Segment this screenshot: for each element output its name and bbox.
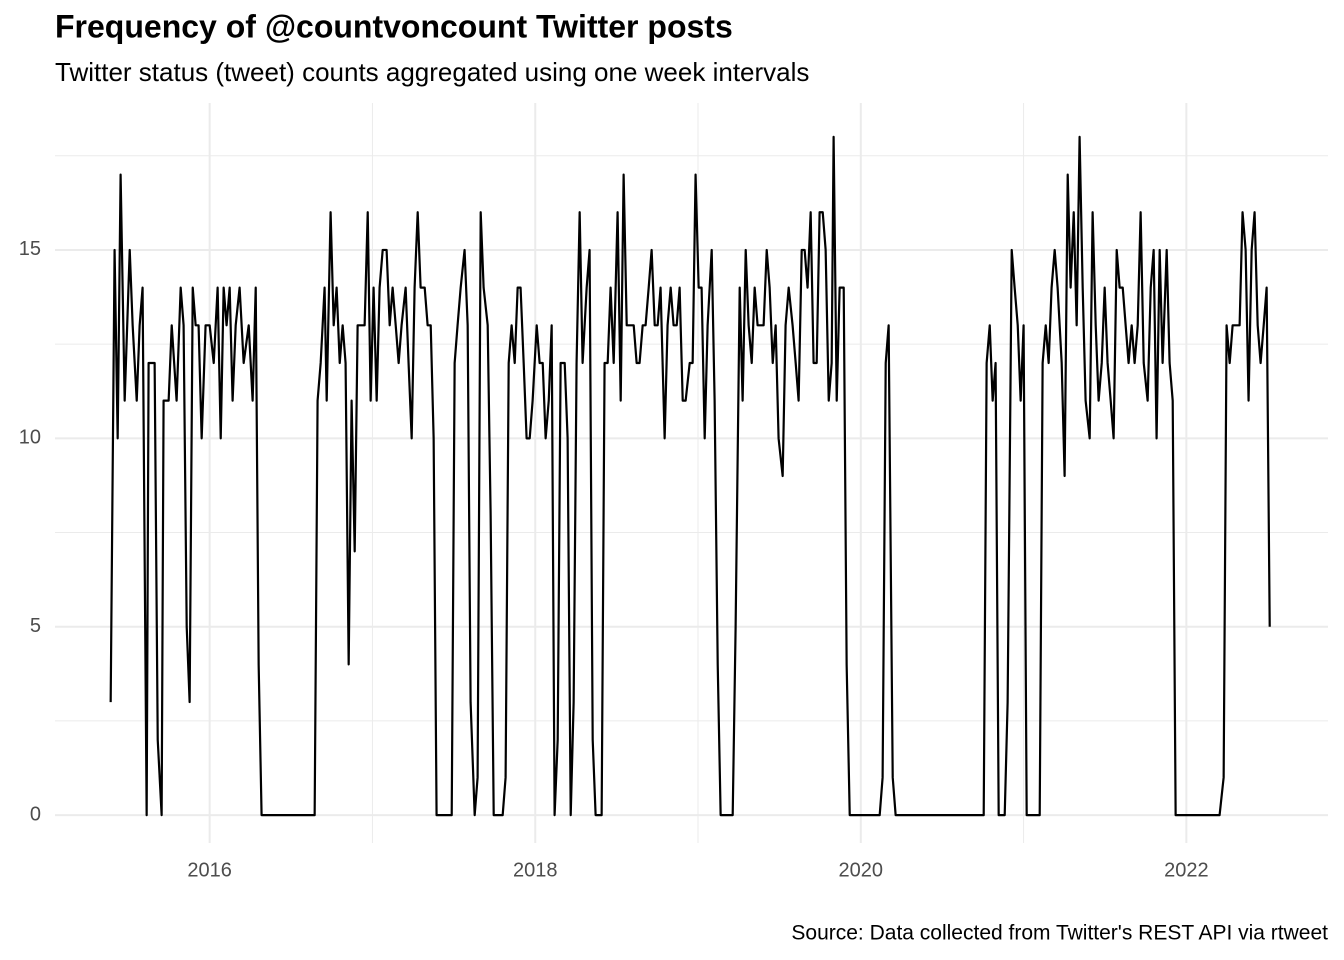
- chart-subtitle: Twitter status (tweet) counts aggregated…: [55, 57, 809, 87]
- data-line: [109, 135, 1271, 817]
- caption: Source: Data collected from Twitter's RE…: [791, 922, 1328, 945]
- chart-title: Frequency of @countvoncount Twitter post…: [55, 8, 733, 44]
- x-tick-label: 2018: [513, 859, 558, 881]
- y-tick-label: 0: [30, 803, 41, 825]
- y-tick-label: 15: [19, 238, 41, 260]
- x-tick-label: 2020: [839, 859, 884, 881]
- x-tick-label: 2022: [1164, 859, 1209, 881]
- y-tick-label: 10: [19, 427, 41, 449]
- plot-area: [109, 135, 1271, 817]
- x-tick-label: 2016: [187, 859, 232, 881]
- grid: [55, 103, 1328, 843]
- y-tick-label: 5: [30, 615, 41, 637]
